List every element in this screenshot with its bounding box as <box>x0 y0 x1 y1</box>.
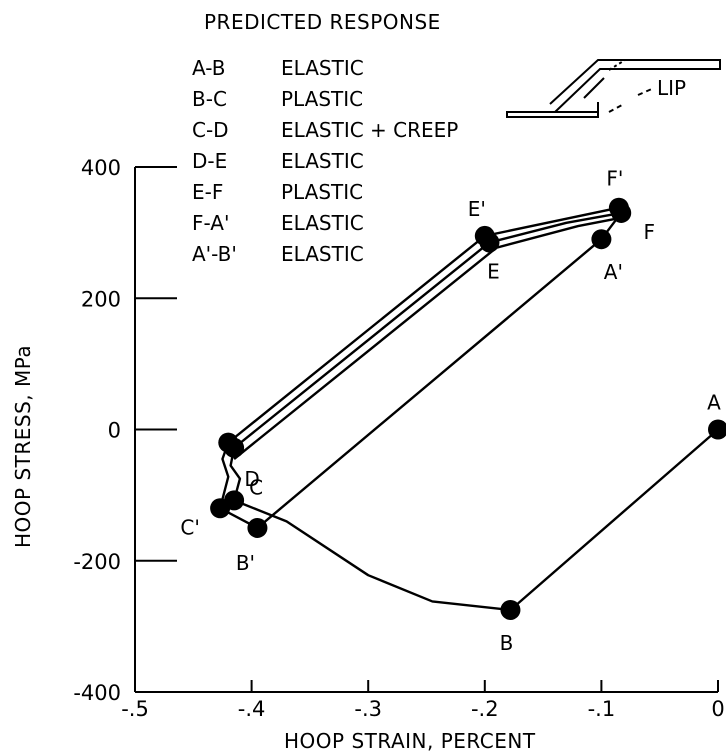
chart-title: PREDICTED RESPONSE <box>204 10 441 34</box>
point-label: E <box>487 259 500 283</box>
x-tick-label: -.3 <box>354 697 382 721</box>
points-layer: A B CD E F A' B' C' E' F' <box>180 167 726 655</box>
series-line-1 <box>233 428 719 612</box>
legend-response: PLASTIC <box>281 180 363 204</box>
legend-segment: F-A' <box>192 211 229 235</box>
point-marker <box>474 225 495 246</box>
legend-segment: A-B <box>192 56 225 80</box>
point-label: A <box>707 391 721 415</box>
point-label: B' <box>236 551 255 575</box>
x-tick-label: -.2 <box>471 697 499 721</box>
legend-response: ELASTIC <box>281 149 364 173</box>
point-marker <box>608 197 629 218</box>
legend-response: ELASTIC <box>281 56 364 80</box>
point-label: A' <box>604 260 623 284</box>
point-label: D <box>244 467 259 491</box>
point-marker <box>500 599 521 620</box>
series-line-3 <box>218 206 623 530</box>
legend-response: ELASTIC + CREEP <box>281 118 458 142</box>
point-label: F' <box>606 167 623 191</box>
x-tick-label: -.1 <box>588 697 616 721</box>
legend-segment: B-C <box>192 87 227 111</box>
y-tick-label: -400 <box>73 681 121 705</box>
legend-segment: C-D <box>192 118 229 142</box>
legend-segment: A'-B' <box>192 242 237 266</box>
legend-response: PLASTIC <box>281 87 363 111</box>
point-label: C <box>249 475 263 499</box>
point-label: B <box>500 631 514 655</box>
series-line-offset <box>233 217 620 460</box>
y-tick-label: -200 <box>73 550 121 574</box>
axes: 400 200 0 -200 -400-.5 -.4 -.3 -.2 -.1 0 <box>73 156 724 721</box>
y-axis-title: HOOP STRESS, MPa <box>11 345 35 548</box>
y-tick-label: 400 <box>81 156 121 180</box>
series-layer <box>218 206 719 612</box>
point-label: F <box>643 220 655 244</box>
x-tick-label: 0 <box>711 697 724 721</box>
lip-schematic-icon <box>506 59 721 118</box>
legend-segment: D-E <box>192 149 227 173</box>
legend-response: ELASTIC <box>281 211 364 235</box>
lip-annotation: LIP <box>657 76 686 100</box>
point-label: C' <box>180 515 199 539</box>
x-tick-label: -.4 <box>238 697 266 721</box>
y-tick-label: 0 <box>108 419 121 443</box>
point-marker <box>708 419 726 440</box>
y-tick-label: 200 <box>81 287 121 311</box>
legend-response: ELASTIC <box>281 242 364 266</box>
point-marker <box>591 229 612 250</box>
legend-segment: E-F <box>192 180 223 204</box>
point-label: E' <box>468 197 486 221</box>
point-marker <box>210 498 231 519</box>
legend: A-B ELASTIC B-C PLASTIC C-D ELASTIC + CREEP D-… <box>192 56 458 266</box>
point-marker <box>218 432 239 453</box>
x-axis-title: HOOP STRAIN, PERCENT <box>284 729 536 753</box>
point-marker <box>247 517 268 538</box>
x-tick-label: -.5 <box>121 697 149 721</box>
